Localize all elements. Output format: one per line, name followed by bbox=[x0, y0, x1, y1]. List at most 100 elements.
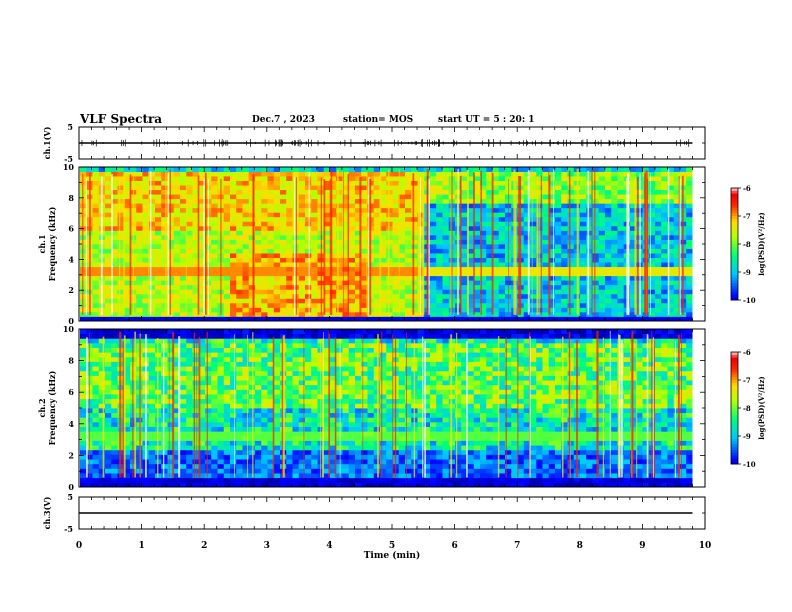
heatmap-cell bbox=[136, 225, 143, 231]
heatmap-cell bbox=[654, 203, 662, 209]
heatmap-cell bbox=[180, 329, 187, 335]
heatmap-cell bbox=[386, 266, 393, 272]
heatmap-cell bbox=[486, 171, 493, 177]
heatmap-cell bbox=[80, 482, 87, 488]
heatmap-cell bbox=[136, 171, 143, 177]
heatmap-cell bbox=[267, 333, 275, 339]
colorbar-cell bbox=[731, 272, 738, 276]
heatmap-cell bbox=[136, 289, 143, 295]
heatmap-cell bbox=[273, 412, 281, 418]
heatmap-cell bbox=[586, 316, 593, 322]
heatmap-cell bbox=[205, 375, 212, 381]
heatmap-cell bbox=[348, 266, 356, 272]
heatmap-cell bbox=[80, 302, 87, 308]
heatmap-cell bbox=[267, 440, 275, 446]
heatmap-cell bbox=[661, 311, 668, 317]
heatmap-cell bbox=[267, 329, 275, 335]
heatmap-cell bbox=[492, 275, 500, 281]
heatmap-cell bbox=[273, 338, 281, 344]
heatmap-cell bbox=[211, 421, 218, 427]
heatmap-cell bbox=[648, 171, 656, 177]
heatmap-cell bbox=[123, 435, 131, 441]
heatmap-cell bbox=[80, 370, 87, 376]
heatmap-cell bbox=[92, 275, 100, 281]
heatmap-cell bbox=[254, 293, 262, 299]
heatmap-cell bbox=[273, 347, 281, 353]
heatmap-cell bbox=[429, 311, 437, 317]
heatmap-cell bbox=[473, 307, 481, 313]
heatmap-cell bbox=[498, 244, 506, 249]
heatmap-cell bbox=[279, 293, 287, 299]
heatmap-cell bbox=[442, 298, 450, 304]
heatmap-cell bbox=[542, 271, 550, 277]
heatmap-cell bbox=[105, 408, 112, 414]
heatmap-cell bbox=[192, 244, 200, 249]
heatmap-cell bbox=[323, 284, 331, 290]
heatmap-cell bbox=[398, 180, 406, 186]
heatmap-cell bbox=[361, 189, 368, 195]
heatmap-cell bbox=[411, 207, 418, 213]
heatmap-cell bbox=[211, 375, 218, 381]
heatmap-cell bbox=[148, 449, 156, 455]
heatmap-cell bbox=[404, 307, 412, 313]
heatmap-cell bbox=[173, 203, 181, 209]
heatmap-cell bbox=[205, 316, 212, 322]
heatmap-cell bbox=[130, 171, 137, 177]
heatmap-cell bbox=[261, 417, 268, 423]
heatmap-cell bbox=[479, 185, 487, 191]
heatmap-cell bbox=[386, 207, 393, 213]
heatmap-cell bbox=[342, 244, 350, 249]
heatmap-cell bbox=[148, 408, 156, 414]
waveform-spikes bbox=[81, 139, 690, 147]
heatmap-cell bbox=[254, 189, 262, 195]
heatmap-cell bbox=[442, 316, 450, 322]
heatmap-cell bbox=[336, 189, 343, 195]
heatmap-cell bbox=[261, 298, 268, 304]
heatmap-cell bbox=[142, 225, 150, 231]
heatmap-cell bbox=[436, 239, 443, 245]
heatmap-cell bbox=[386, 189, 393, 195]
heatmap-cell bbox=[548, 275, 556, 281]
heatmap-cell bbox=[467, 234, 475, 240]
heatmap-cell bbox=[379, 298, 387, 304]
heatmap-cell bbox=[567, 239, 575, 245]
heatmap-cell bbox=[186, 284, 193, 290]
heatmap-cell bbox=[105, 463, 112, 469]
heatmap-cell bbox=[173, 284, 181, 290]
heatmap-cell bbox=[180, 230, 187, 236]
heatmap-cell bbox=[254, 248, 262, 254]
heatmap-cell bbox=[123, 356, 131, 362]
heatmap-cell bbox=[161, 180, 168, 186]
heatmap-cell bbox=[411, 234, 418, 240]
heatmap-cell bbox=[123, 194, 131, 200]
heatmap-cell bbox=[648, 316, 656, 322]
heatmap-cell bbox=[223, 275, 231, 281]
heatmap-cell bbox=[105, 477, 112, 483]
heatmap-cell bbox=[298, 244, 306, 249]
heatmap-cell bbox=[80, 417, 87, 423]
heatmap-cell bbox=[117, 280, 125, 286]
heatmap-cell bbox=[473, 244, 481, 249]
heatmap-cell bbox=[123, 307, 131, 313]
heatmap-cell bbox=[180, 284, 187, 290]
heatmap-cell bbox=[217, 394, 225, 400]
heatmap-cell bbox=[155, 244, 162, 249]
heatmap-cell bbox=[180, 417, 187, 423]
heatmap-cell bbox=[86, 167, 93, 172]
heatmap-cell bbox=[498, 167, 506, 172]
heatmap-cell bbox=[379, 307, 387, 313]
heatmap-cell bbox=[523, 194, 531, 200]
heatmap-cell bbox=[492, 311, 500, 317]
heatmap-cell bbox=[467, 180, 475, 186]
heatmap-cell bbox=[429, 253, 437, 258]
heatmap-cell bbox=[92, 417, 100, 423]
heatmap-cell bbox=[279, 271, 287, 277]
heatmap-cell bbox=[273, 333, 281, 339]
heatmap-cell bbox=[348, 257, 356, 263]
heatmap-cell bbox=[529, 284, 537, 290]
burst bbox=[366, 173, 368, 315]
heatmap-cell bbox=[311, 289, 318, 295]
heatmap-cell bbox=[155, 257, 162, 263]
heatmap-cell bbox=[404, 262, 412, 268]
heatmap-cell bbox=[567, 185, 575, 191]
